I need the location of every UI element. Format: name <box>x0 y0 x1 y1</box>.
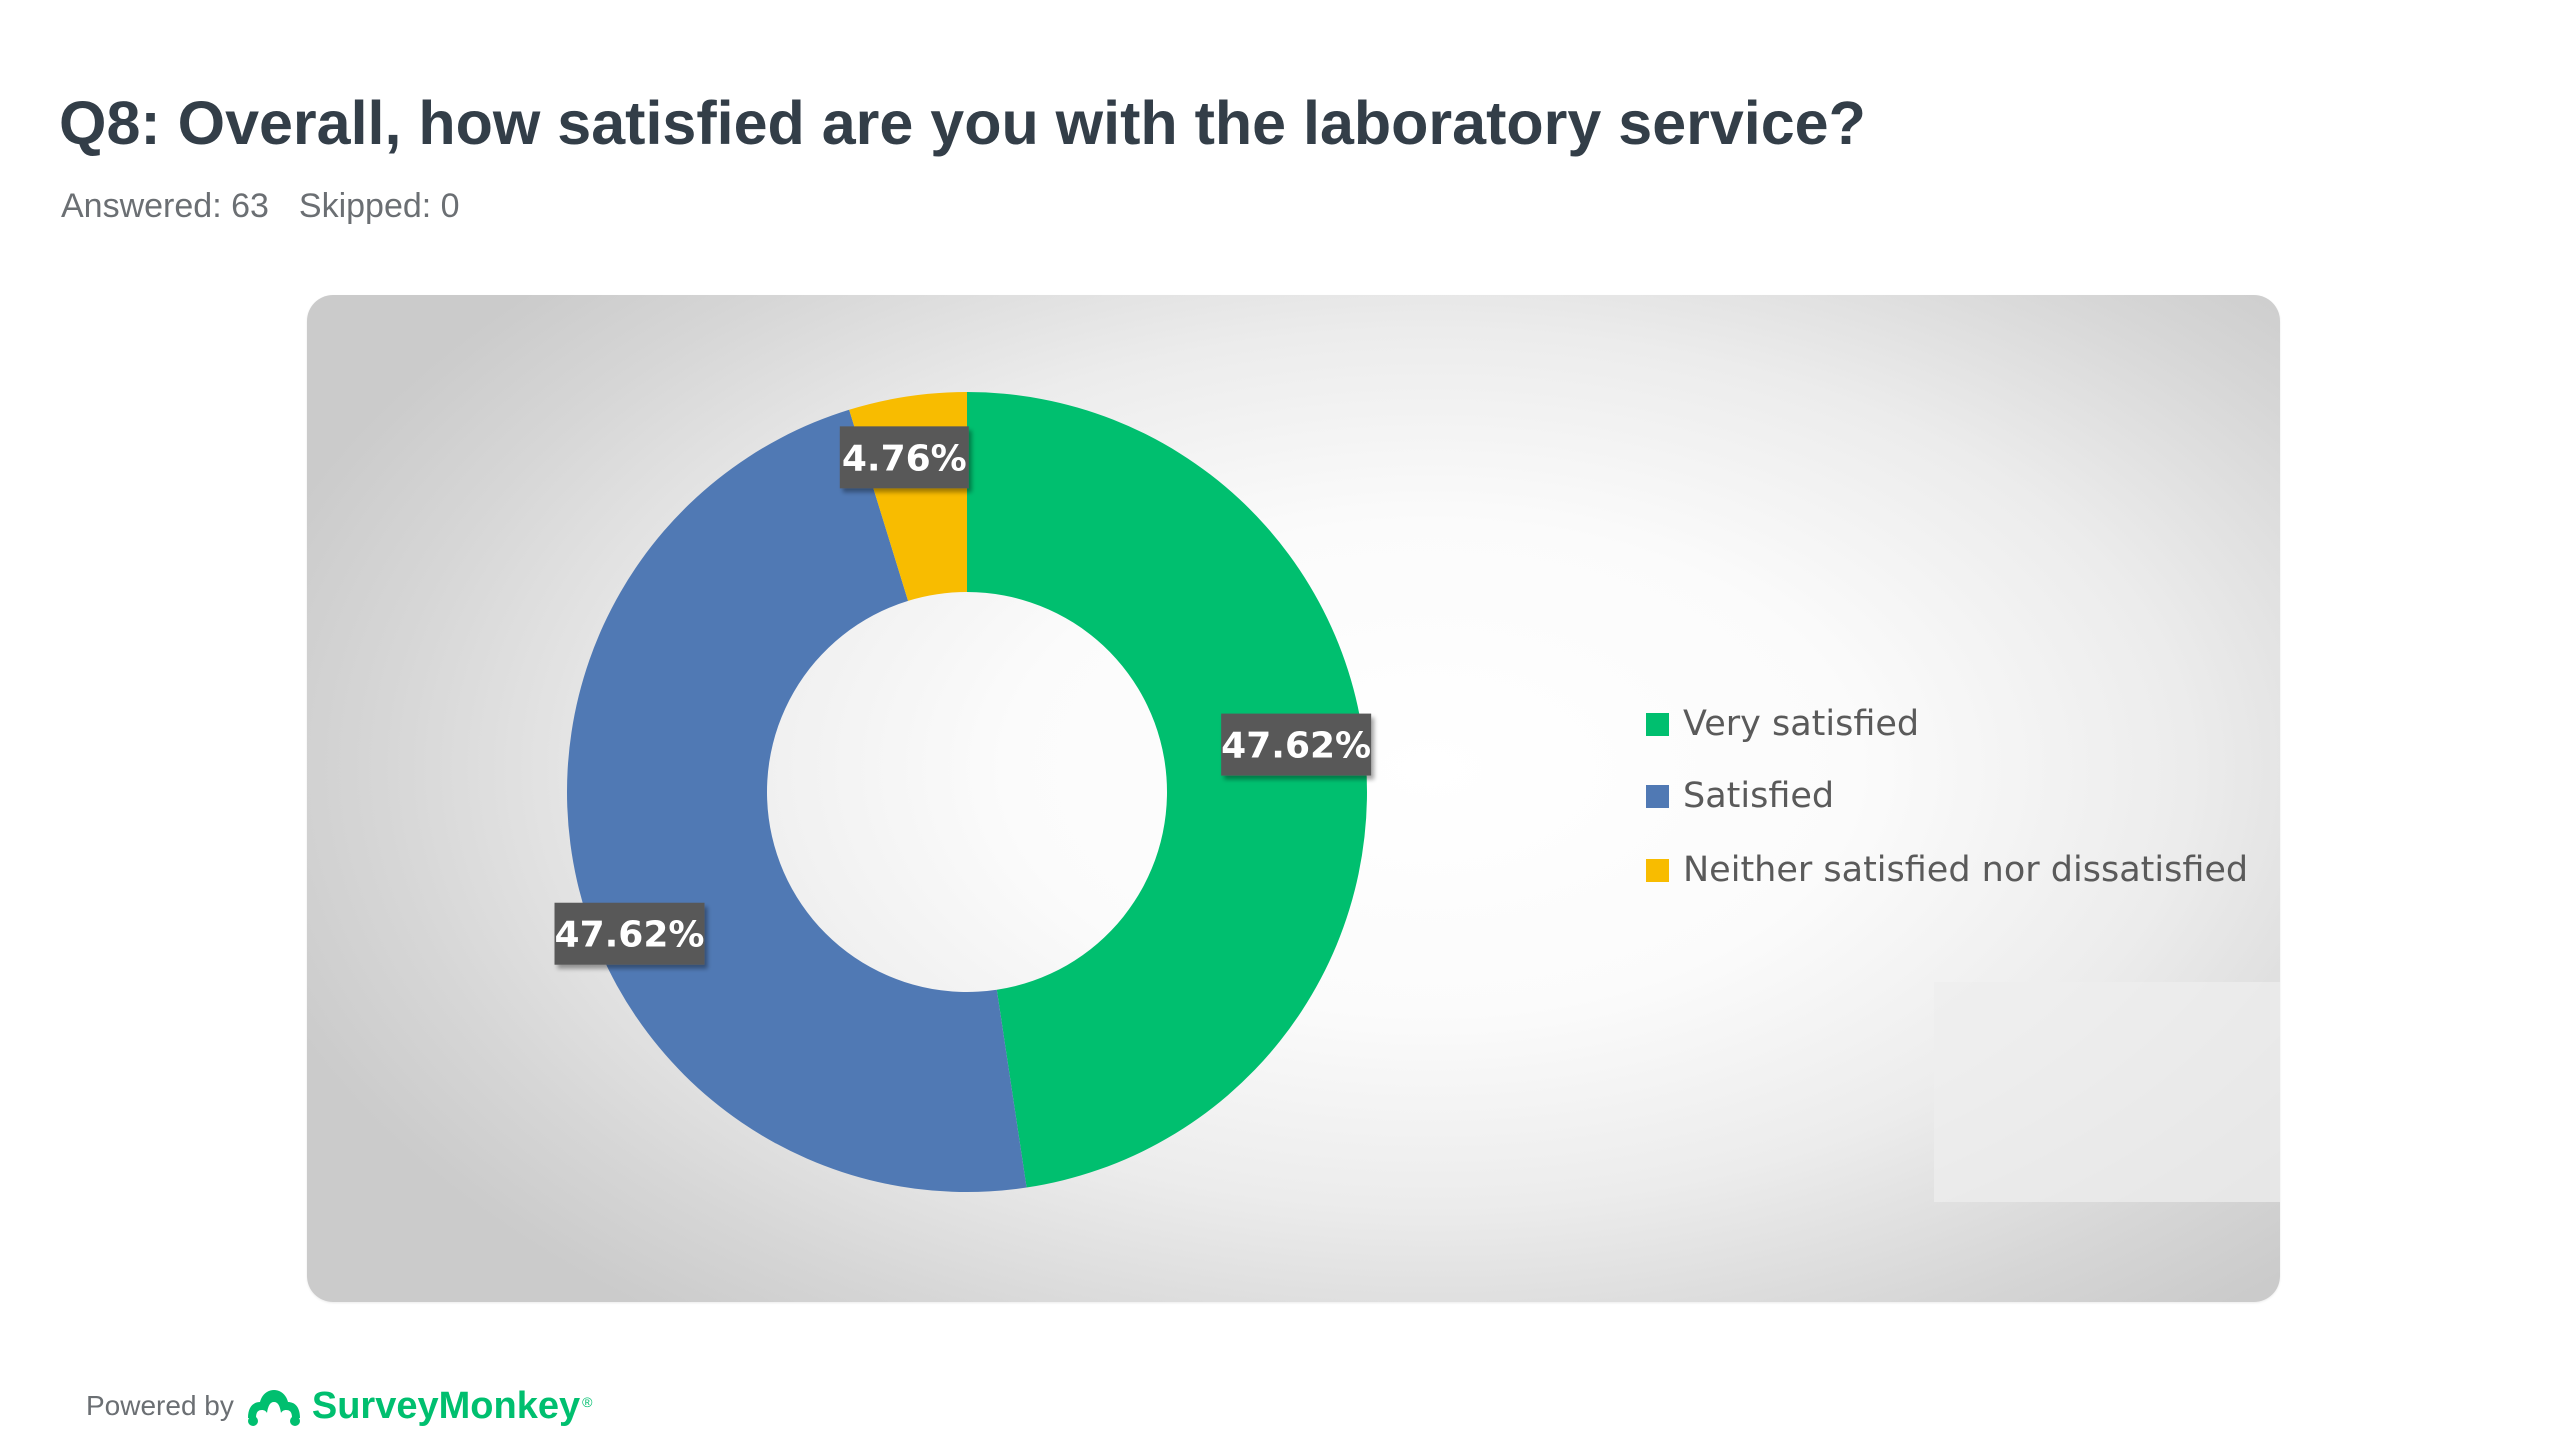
legend-swatch <box>1646 784 1669 808</box>
data-label-box <box>1221 713 1372 776</box>
legend-label: Very satisfied <box>1683 704 1920 744</box>
donut-chart: 47.62% 47.62% 4.76% <box>554 392 1372 1192</box>
legend-item-very-satisfied: Very satisfied <box>1646 699 1919 749</box>
data-label-text: 47.62% <box>1221 726 1371 767</box>
powered-by-text: Powered by <box>86 1390 234 1421</box>
response-stats: Answered: 63 Skipped: 0 <box>61 187 460 226</box>
legend-label: Satisfied <box>1683 776 1835 816</box>
data-label-box <box>554 902 705 965</box>
skipped-count: Skipped: 0 <box>298 187 460 225</box>
chart-panel: 47.62% 47.62% 4.76% <box>307 295 2280 1302</box>
slice-satisfied <box>567 409 1027 1192</box>
brand-name: SurveyMonkey <box>311 1384 581 1427</box>
data-label-very-satisfied: 47.62% <box>1221 713 1372 776</box>
surveymonkey-logo-icon <box>247 1390 300 1426</box>
slice-very-satisfied <box>967 392 1368 1188</box>
data-label-box <box>839 426 969 489</box>
legend-label: Neither satisfied nor dissatisfied <box>1683 850 2249 890</box>
brand-registered-mark: ® <box>582 1394 593 1410</box>
answered-count: Answered: 63 <box>61 187 269 225</box>
legend-swatch <box>1646 858 1669 882</box>
data-label-neither: 4.76% <box>839 426 969 489</box>
data-label-satisfied: 47.62% <box>554 902 705 965</box>
legend-swatch <box>1646 712 1669 736</box>
legend-item-satisfied: Satisfied <box>1646 771 1834 821</box>
question-title: Q8: Overall, how satisfied are you with … <box>59 89 1866 157</box>
legend-item-neither: Neither satisfied nor dissatisfied <box>1646 845 2248 895</box>
data-label-text: 47.62% <box>555 915 705 956</box>
footer: Powered by SurveyMonkey ® <box>86 1376 592 1436</box>
legend <box>1934 982 2280 1202</box>
data-label-text: 4.76% <box>842 438 967 479</box>
